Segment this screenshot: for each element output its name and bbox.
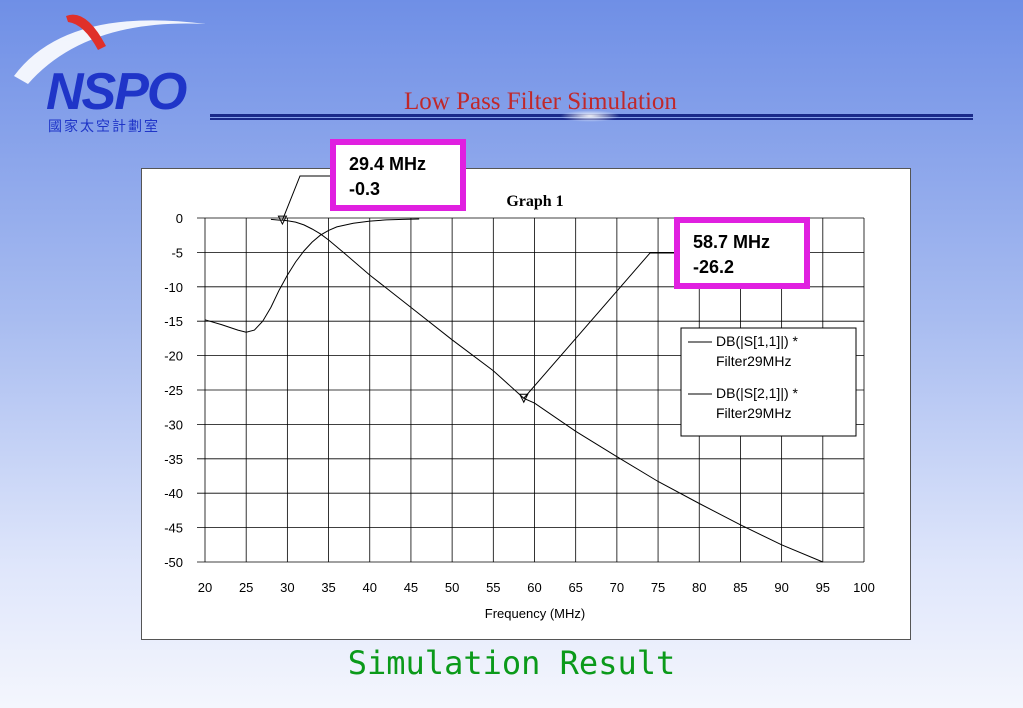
x-tick-label: 35 [321, 580, 335, 595]
legend-box [680, 327, 857, 437]
marker-label-box [674, 217, 810, 289]
rule-highlight [560, 110, 620, 122]
series-line-1 [204, 218, 420, 333]
y-tick-label: -10 [164, 280, 183, 295]
marker-label-box [330, 139, 466, 211]
x-tick-label: 25 [239, 580, 253, 595]
x-tick-label: 60 [527, 580, 541, 595]
x-tick-label: 20 [198, 580, 212, 595]
slide-title: Low Pass Filter Simulation [404, 88, 677, 115]
slide-caption: Simulation Result [347, 644, 676, 682]
nspo-logo: NSPO 國家太空計劃室 [6, 6, 216, 136]
legend-entry-suffix: Filter29MHz [716, 405, 791, 421]
y-tick-label: -20 [164, 349, 183, 364]
x-axis-label: Frequency (MHz) [485, 606, 585, 621]
chart-title: Graph 1 [506, 193, 563, 210]
legend-entry-suffix: Filter29MHz [716, 353, 791, 369]
x-tick-label: 100 [853, 580, 875, 595]
y-tick-label: -40 [164, 486, 183, 501]
marker-leader-line [523, 252, 677, 399]
marker-triangle-icon [277, 215, 288, 226]
y-tick-label: -25 [164, 383, 183, 398]
legend: DB(|S[1,1]|) * Filter29MHz DB(|S[2,1]|) * F… [680, 327, 857, 437]
y-tick-label: -50 [164, 555, 183, 570]
series-line-2 [270, 218, 823, 563]
x-tick-label: 80 [692, 580, 706, 595]
marker-frequency-label: 58.7 MHz [693, 232, 770, 252]
x-tick-label: 90 [774, 580, 788, 595]
x-tick-label: 30 [280, 580, 294, 595]
y-tick-label: -35 [164, 452, 183, 467]
swoosh-icon [14, 14, 206, 84]
marker-triangle-icon [518, 393, 529, 404]
marker-leader-line [281, 175, 333, 221]
y-tick-label: -15 [164, 314, 183, 329]
x-tick-label: 70 [610, 580, 624, 595]
marker-value-label: -0.3 [349, 179, 380, 199]
logo-wordmark: NSPO [46, 63, 187, 121]
x-tick-label: 85 [733, 580, 747, 595]
x-tick-label: 95 [816, 580, 830, 595]
logo-subtitle: 國家太空計劃室 [48, 119, 160, 135]
legend-entry: DB(|S[2,1]|) * [716, 385, 799, 401]
x-tick-label: 75 [651, 580, 665, 595]
y-tick-label: -45 [164, 521, 183, 536]
x-tick-label: 45 [404, 580, 418, 595]
y-tick-label: -30 [164, 417, 183, 432]
y-tick-label: 0 [176, 211, 183, 226]
legend-entry: DB(|S[1,1]|) * [716, 333, 799, 349]
x-tick-label: 65 [568, 580, 582, 595]
y-tick-label: -5 [171, 245, 183, 260]
marker-value-label: -26.2 [693, 257, 734, 277]
marker-frequency-label: 29.4 MHz [349, 154, 426, 174]
x-tick-label: 50 [445, 580, 459, 595]
x-tick-label: 40 [363, 580, 377, 595]
x-tick-label: 55 [486, 580, 500, 595]
